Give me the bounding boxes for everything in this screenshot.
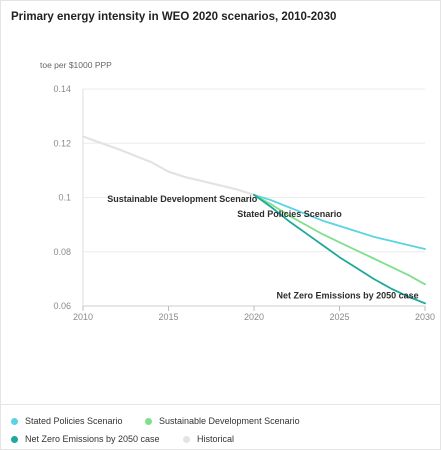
legend-swatch	[183, 435, 190, 443]
y-tick-label: 0.12	[53, 138, 71, 148]
legend-swatch	[11, 435, 18, 443]
y-tick-label: 0.06	[53, 301, 71, 311]
y-tick-label: 0.14	[53, 84, 71, 94]
series-annotation: Net Zero Emissions by 2050 case	[277, 290, 419, 300]
grid-lines	[82, 88, 426, 311]
series-line	[253, 193, 426, 250]
annotations: Sustainable Development Scenario Stated P…	[107, 194, 418, 300]
y-tick-label: 0.08	[53, 247, 71, 257]
series-line	[253, 193, 426, 305]
legend-label: Historical	[197, 434, 235, 444]
y-axis-unit-label: toe per $1000 PPP	[40, 60, 112, 70]
y-tick-label: 0.1	[58, 193, 71, 203]
legend-swatch	[11, 417, 18, 425]
legend-item-sustainable-development[interactable]: Sustainable Development Scenario	[145, 416, 300, 426]
chart-title: Primary energy intensity in WEO 2020 sce…	[11, 11, 337, 23]
legend-label: Net Zero Emissions by 2050 case	[25, 434, 160, 444]
legend-label: Stated Policies Scenario	[25, 416, 123, 426]
series-annotation: Stated Policies Scenario	[237, 209, 342, 219]
series-lines	[81, 135, 426, 305]
series-line	[253, 193, 426, 286]
legend-item-stated-policies[interactable]: Stated Policies Scenario	[11, 416, 123, 426]
legend-item-net-zero[interactable]: Net Zero Emissions by 2050 case	[11, 434, 160, 444]
series-line	[81, 135, 256, 196]
x-tick-label: 2025	[329, 312, 349, 322]
x-tick-label: 2020	[244, 312, 264, 322]
legend-swatch	[145, 417, 152, 425]
x-tick-label: 2015	[158, 312, 178, 322]
legend-item-historical[interactable]: Historical	[183, 434, 234, 444]
series-annotation: Sustainable Development Scenario	[107, 194, 258, 204]
legend-divider	[0, 404, 441, 405]
legend-label: Sustainable Development Scenario	[159, 416, 300, 426]
x-tick-label: 2010	[73, 312, 93, 322]
x-tick-label: 2030	[415, 312, 435, 322]
